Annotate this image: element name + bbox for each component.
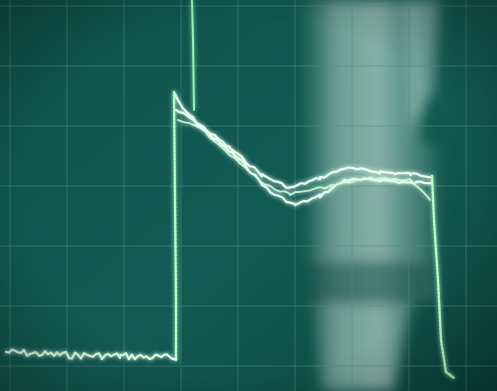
oscilloscope-screen [0,0,497,391]
vignette [0,0,497,391]
scope-display [0,0,497,391]
